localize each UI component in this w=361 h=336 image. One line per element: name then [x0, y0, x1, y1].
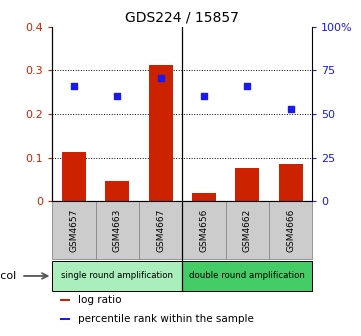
Point	[158, 76, 164, 81]
Title: GDS224 / 15857: GDS224 / 15857	[125, 10, 239, 24]
Bar	[139, 201, 182, 259]
Bar	[60, 318, 70, 320]
Bar	[105, 181, 129, 201]
Point	[114, 93, 120, 98]
Text: protocol: protocol	[0, 271, 16, 281]
Bar	[149, 65, 173, 201]
Bar	[62, 153, 86, 201]
Text: GSM4656: GSM4656	[200, 209, 208, 252]
Bar	[269, 201, 312, 259]
Point	[71, 83, 77, 88]
Bar	[226, 201, 269, 259]
Bar	[235, 168, 259, 201]
Bar	[182, 261, 312, 291]
Point	[288, 106, 293, 112]
Text: double round amplification: double round amplification	[190, 271, 305, 280]
Text: GSM4657: GSM4657	[70, 209, 78, 252]
Bar	[52, 201, 96, 259]
Text: GSM4667: GSM4667	[156, 209, 165, 252]
Text: GSM4662: GSM4662	[243, 209, 252, 252]
Bar	[192, 194, 216, 201]
Text: percentile rank within the sample: percentile rank within the sample	[78, 314, 254, 324]
Bar	[60, 298, 70, 301]
Bar	[182, 201, 226, 259]
Point	[244, 83, 250, 88]
Text: GSM4666: GSM4666	[286, 209, 295, 252]
Text: single round amplification: single round amplification	[61, 271, 173, 280]
Point	[201, 93, 207, 98]
Bar	[52, 261, 182, 291]
Text: log ratio: log ratio	[78, 295, 122, 305]
Bar	[279, 164, 303, 201]
Bar	[96, 201, 139, 259]
Text: GSM4663: GSM4663	[113, 209, 122, 252]
